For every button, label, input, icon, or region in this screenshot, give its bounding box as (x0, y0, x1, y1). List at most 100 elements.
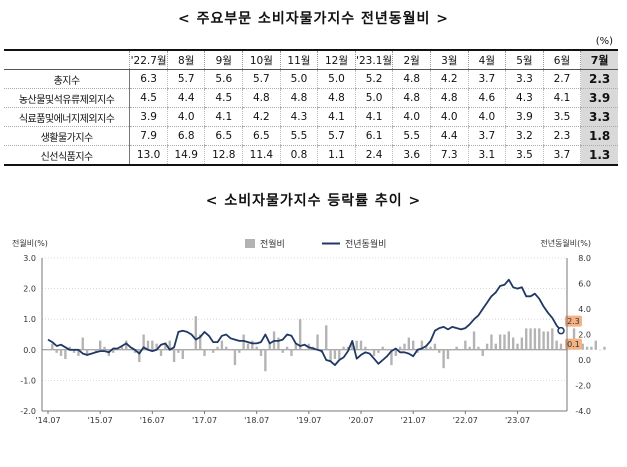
value-cell: 4.5 (129, 88, 168, 108)
table-row: 식료품및에너지제외지수 3.9 4.0 4.1 4.2 4.3 4.1 4.1 4.0 4.0 4.… (4, 107, 618, 127)
value-cell: 6.8 (166, 126, 205, 146)
bar-mark (529, 328, 532, 350)
bar-mark (433, 343, 437, 350)
value-cell: 4.1 (204, 107, 243, 127)
bar-mark (325, 325, 328, 350)
bar-mark (498, 334, 502, 350)
month-header: '23.1월 (354, 49, 393, 70)
value-cell: 5.0 (354, 88, 393, 108)
bar-mark (94, 349, 98, 353)
value-cell: 3.9 (505, 107, 544, 127)
bar-mark (398, 346, 402, 350)
month-header: 10월 (242, 49, 281, 70)
value-cell: 11.4 (242, 145, 281, 166)
x-tick-label: '14.07 (35, 416, 60, 425)
bar-mark (377, 349, 380, 353)
bar-mark (559, 343, 563, 350)
bar-mark (585, 346, 589, 350)
latest-value-cell: 3.3 (580, 107, 618, 127)
value-cell: 4.0 (429, 107, 469, 127)
bar-mark (303, 349, 306, 351)
bar-mark (359, 340, 363, 350)
bar-mark (151, 340, 154, 350)
row-label: 총지수 (4, 69, 131, 89)
value-cell: 14.9 (166, 145, 205, 166)
value-cell: 4.8 (242, 88, 281, 108)
right-axis-title: 전년동월비(%) (540, 238, 591, 248)
bar-mark (125, 340, 128, 350)
bar-end-label-bg (565, 338, 582, 350)
legend-bar-swatch (245, 239, 255, 248)
value-cell: 4.8 (392, 69, 431, 89)
left-tick-label: -2.0 (20, 407, 36, 416)
bar-mark (555, 340, 558, 350)
value-cell: 2.7 (542, 69, 581, 89)
latest-value-cell: 3.9 (580, 88, 618, 108)
value-cell: 5.6 (204, 69, 243, 89)
bar-mark (294, 343, 297, 350)
value-cell: 4.3 (279, 107, 318, 127)
bar-mark (407, 337, 411, 350)
bar-mark (403, 343, 406, 350)
bar-mark (581, 343, 584, 350)
bar-mark (46, 349, 50, 351)
chart-legend: 전월비 전년동월비 (245, 238, 386, 250)
bar-mark (485, 343, 489, 350)
value-cell: 3.3 (505, 69, 544, 89)
value-cell: 4.4 (429, 126, 469, 146)
chart-title: < 소비자물가지수 등락률 추이 > (205, 193, 422, 209)
bar-mark (190, 349, 193, 351)
line-series: 2.3 0.1 (47, 278, 582, 367)
x-tick-label: '18.07 (244, 416, 269, 425)
chart-axes: 3.0 2.0 1.0 0.0 -1.0 -2.0 8.0 6.0 4.0 2.0 0.0 -2.0 -… (12, 238, 591, 425)
value-cell: 3.7 (542, 145, 581, 166)
bar-mark (116, 349, 119, 351)
bar-mark (394, 349, 397, 356)
bar-mark (159, 349, 163, 356)
bar-mark (203, 349, 206, 356)
bar-mark (220, 340, 224, 350)
bar-mark (551, 328, 554, 350)
value-cell: 3.2 (505, 126, 544, 146)
value-cell: 4.2 (429, 69, 469, 89)
value-cell: 2.3 (542, 126, 581, 146)
bar-mark (233, 349, 237, 366)
bar-mark (459, 349, 463, 351)
value-cell: 2.4 (354, 145, 393, 166)
bar-mark (177, 349, 180, 353)
bar-series (46, 316, 606, 372)
value-cell: 7.9 (129, 126, 168, 146)
bar-mark (390, 349, 393, 366)
bar-mark (520, 337, 524, 350)
value-cell: 4.8 (392, 88, 431, 108)
bar-mark (194, 316, 197, 350)
bar-mark (342, 346, 345, 350)
bar-mark (185, 349, 189, 351)
value-cell: 5.7 (242, 69, 281, 89)
value-cell: 3.1 (467, 145, 506, 166)
bar-mark (264, 349, 267, 372)
value-cell: 3.6 (392, 145, 431, 166)
x-tick-label: '16.07 (140, 416, 165, 425)
left-tick-label: -1.0 (20, 376, 36, 385)
bar-mark (168, 340, 171, 350)
value-cell: 3.7 (467, 69, 506, 89)
left-tick-label: 0.0 (23, 346, 36, 355)
bar-mark (372, 349, 376, 356)
bar-mark (81, 337, 84, 350)
right-tick-label: 4.0 (578, 305, 591, 314)
bar-mark (472, 331, 476, 350)
bar-mark (564, 349, 567, 351)
value-cell: 12.8 (204, 145, 243, 166)
bar-mark (146, 340, 150, 350)
value-cell: 3.7 (467, 126, 506, 146)
value-cell: 7.3 (429, 145, 469, 166)
table-body: 총지수 6.3 5.7 5.6 5.7 5.0 5.0 5.2 4.8 4.2 3.7 3.3 2.7 2… (4, 69, 618, 166)
bar-mark (290, 349, 293, 356)
bar-mark (112, 349, 115, 353)
bar-mark (242, 334, 245, 350)
bar-mark (525, 328, 528, 350)
latest-value-cell: 2.3 (580, 69, 618, 89)
value-cell: 4.6 (467, 88, 506, 108)
bar-mark (285, 346, 289, 350)
